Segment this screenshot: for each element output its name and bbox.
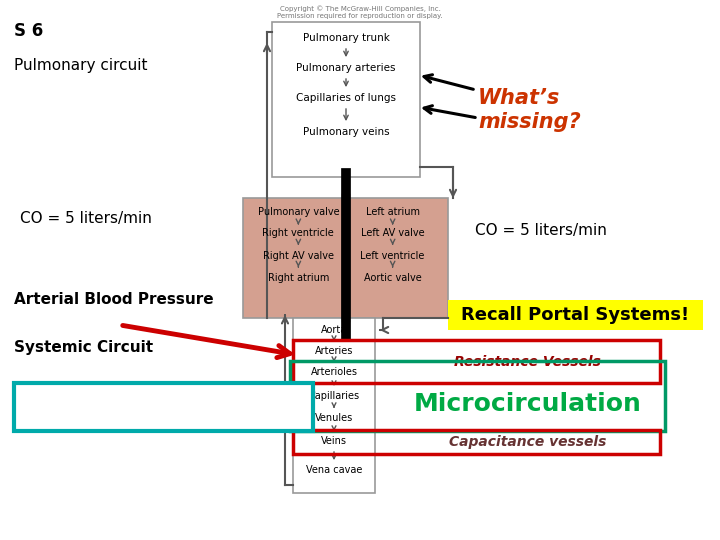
Text: Vena cavae: Vena cavae xyxy=(306,465,362,475)
Text: Aortic valve: Aortic valve xyxy=(364,273,421,283)
Text: Veins: Veins xyxy=(321,436,347,446)
Text: Arterioles: Arterioles xyxy=(310,367,358,377)
Text: Capacitance vessels: Capacitance vessels xyxy=(449,435,606,449)
Bar xyxy=(293,318,375,493)
Text: Pulmonary circuit: Pulmonary circuit xyxy=(14,58,148,73)
Text: Capillaries: Capillaries xyxy=(308,391,359,401)
Text: Left ventricle: Left ventricle xyxy=(361,251,425,261)
Text: Exchange Vessels: Exchange Vessels xyxy=(81,398,246,416)
Text: Capillaries of lungs: Capillaries of lungs xyxy=(296,93,396,103)
Text: Right AV valve: Right AV valve xyxy=(263,251,334,261)
Text: CO = 5 liters/min: CO = 5 liters/min xyxy=(475,222,607,238)
Text: Copyright © The McGraw-Hill Companies, Inc.
Permission required for reproduction: Copyright © The McGraw-Hill Companies, I… xyxy=(277,5,443,19)
Bar xyxy=(272,22,420,177)
Text: Venules: Venules xyxy=(315,413,353,423)
Text: Pulmonary arteries: Pulmonary arteries xyxy=(296,63,396,73)
Text: Arterial Blood Pressure: Arterial Blood Pressure xyxy=(14,292,214,307)
Text: Aorta: Aorta xyxy=(321,325,347,335)
Text: Systemic Circuit: Systemic Circuit xyxy=(14,340,153,355)
Bar xyxy=(293,430,660,454)
Bar xyxy=(243,198,448,318)
Text: Pulmonary veins: Pulmonary veins xyxy=(302,127,390,137)
Bar xyxy=(293,340,660,383)
Text: missing?: missing? xyxy=(478,112,581,132)
Text: Pulmonary trunk: Pulmonary trunk xyxy=(302,33,390,43)
Text: Left atrium: Left atrium xyxy=(366,207,420,217)
Text: Right ventricle: Right ventricle xyxy=(263,228,334,238)
Text: CO = 5 liters/min: CO = 5 liters/min xyxy=(20,211,152,226)
Bar xyxy=(14,383,313,431)
Text: Right atrium: Right atrium xyxy=(268,273,329,283)
Text: Resistance Vessels: Resistance Vessels xyxy=(454,354,601,368)
Text: Recall Portal Systems!: Recall Portal Systems! xyxy=(462,306,690,324)
Text: S 6: S 6 xyxy=(14,22,43,40)
Text: Microcirculation: Microcirculation xyxy=(413,392,642,416)
Text: Pulmonary valve: Pulmonary valve xyxy=(258,207,339,217)
Text: Arteries: Arteries xyxy=(315,346,354,356)
Bar xyxy=(290,361,665,431)
Text: Left AV valve: Left AV valve xyxy=(361,228,425,238)
Bar xyxy=(448,300,703,330)
Text: What’s: What’s xyxy=(478,88,560,108)
